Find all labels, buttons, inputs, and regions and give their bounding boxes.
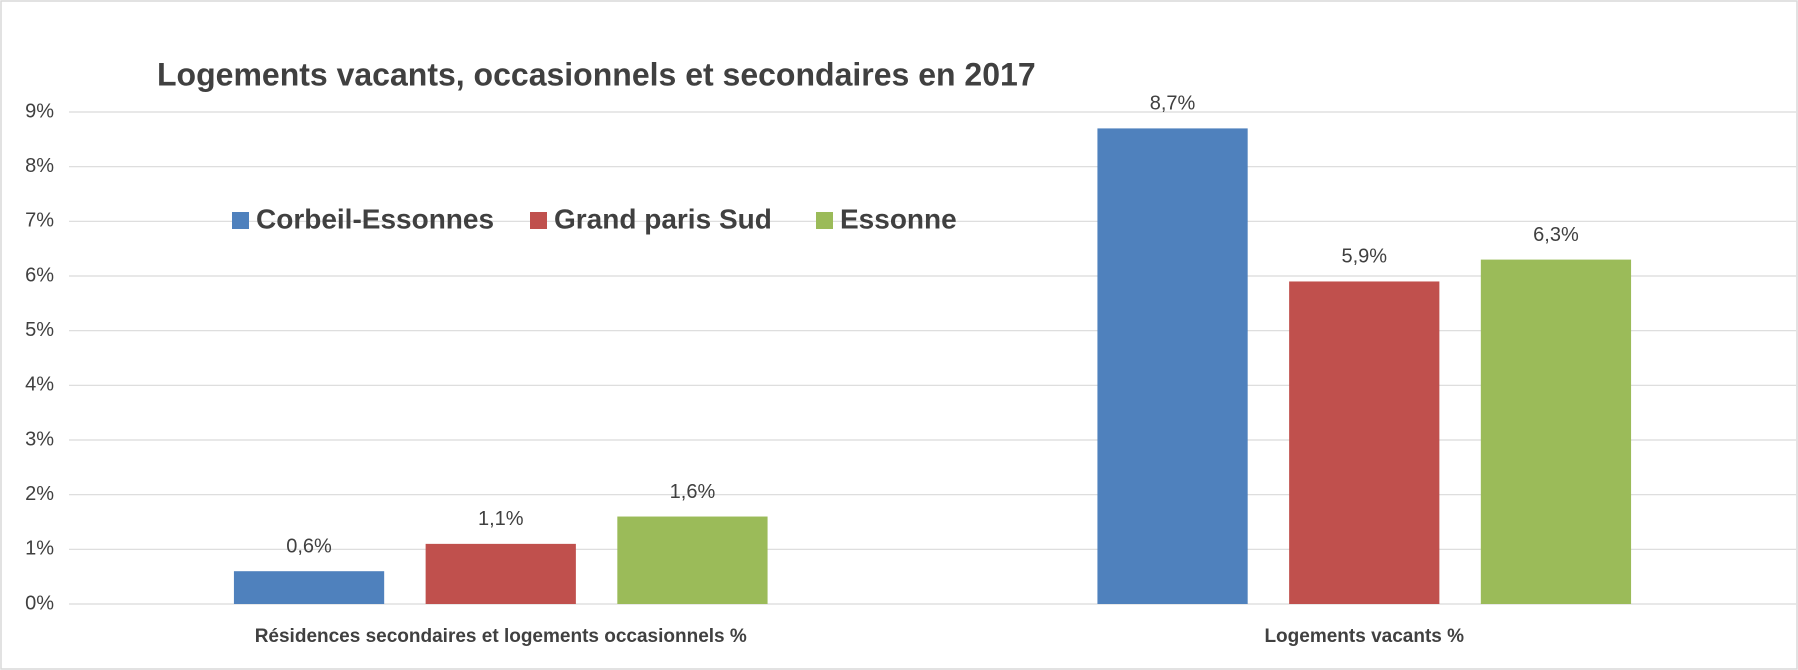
bar bbox=[1097, 128, 1248, 604]
data-label: 1,1% bbox=[478, 508, 524, 530]
y-tick-label: 7% bbox=[25, 210, 54, 232]
y-tick-label: 0% bbox=[25, 592, 54, 614]
legend-swatch bbox=[232, 212, 249, 229]
legend-swatch bbox=[530, 212, 547, 229]
y-tick-label: 6% bbox=[25, 264, 54, 286]
legend-label: Grand paris Sud bbox=[554, 203, 772, 234]
data-label: 1,6% bbox=[670, 481, 716, 503]
data-label: 6,3% bbox=[1533, 224, 1579, 246]
legend-label: Corbeil-Essonnes bbox=[256, 203, 494, 234]
x-tick-label: Logements vacants % bbox=[1264, 626, 1464, 647]
bar bbox=[233, 571, 385, 604]
bar bbox=[425, 543, 576, 604]
legend-label: Essonne bbox=[840, 203, 957, 234]
y-tick-label: 1% bbox=[25, 538, 54, 560]
data-label: 0,6% bbox=[286, 535, 332, 557]
y-tick-label: 4% bbox=[25, 374, 54, 396]
chart-title: Logements vacants, occasionnels et secon… bbox=[157, 56, 1036, 92]
bar bbox=[1480, 259, 1632, 604]
y-tick-label: 2% bbox=[25, 483, 54, 505]
legend-swatch bbox=[816, 212, 833, 229]
y-tick-label: 8% bbox=[25, 155, 54, 177]
y-tick-label: 9% bbox=[25, 100, 54, 122]
bar bbox=[1289, 281, 1440, 604]
x-tick-label: Résidences secondaires et logements occa… bbox=[255, 626, 747, 647]
y-tick-label: 5% bbox=[25, 319, 54, 341]
data-label: 5,9% bbox=[1341, 246, 1387, 268]
data-label: 8,7% bbox=[1150, 93, 1196, 115]
bar bbox=[617, 516, 768, 604]
y-tick-label: 3% bbox=[25, 428, 54, 450]
